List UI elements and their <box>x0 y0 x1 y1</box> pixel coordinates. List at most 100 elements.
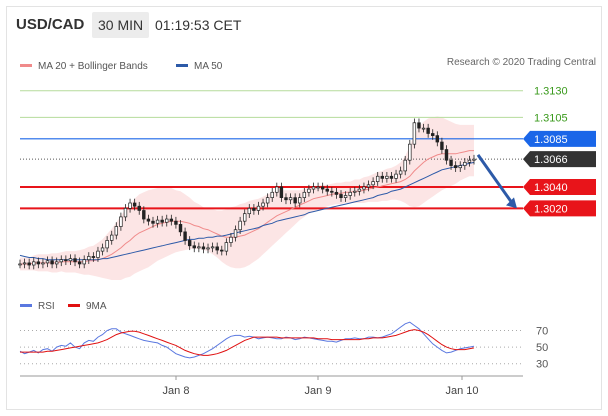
candle-body <box>64 259 68 262</box>
candle-body <box>229 236 233 243</box>
level-1-3085-tag-shape <box>523 130 596 147</box>
candle-body <box>320 186 325 190</box>
candle-body <box>238 220 242 231</box>
x-tick-label: Jan 9 <box>305 385 332 397</box>
candle-body <box>73 258 77 263</box>
candle-body <box>375 175 380 182</box>
level-1-3020-label: 1.3020 <box>534 203 568 215</box>
level-1-3105-label: 1.3105 <box>534 112 568 124</box>
candle-body <box>472 158 476 161</box>
legend-9ma: 9MA <box>68 300 107 314</box>
candle-body <box>389 175 394 179</box>
candle-body <box>444 149 449 161</box>
candle-body <box>334 191 339 195</box>
candle-body <box>449 159 453 166</box>
candle-body <box>119 216 123 227</box>
candle-body <box>408 143 412 161</box>
rsi-tick-70: 70 <box>536 325 548 337</box>
level-1-3040-tag-shape <box>523 178 596 195</box>
candle-body <box>142 210 146 220</box>
candle-body <box>210 246 215 249</box>
candle-body <box>68 258 73 262</box>
level-1-3020-tag-shape <box>523 200 596 217</box>
candle-body <box>316 186 320 189</box>
level-1-3040-label: 1.3040 <box>534 182 568 194</box>
candle-body <box>96 250 100 258</box>
level-1-3066-tag-shape <box>523 151 596 168</box>
candle-body <box>311 186 316 190</box>
candle-body <box>252 207 256 211</box>
candle-body <box>27 262 31 266</box>
candle-body <box>32 261 36 266</box>
legend-rsi: RSI <box>20 300 55 314</box>
candle-body <box>169 218 174 222</box>
candle-body <box>192 245 196 249</box>
candle-body <box>247 207 252 215</box>
candle-body <box>298 197 302 204</box>
candle-body <box>187 240 192 247</box>
rsi-tick-50: 50 <box>536 342 548 354</box>
candle-body <box>380 175 384 179</box>
candle-body <box>77 261 82 265</box>
candle-body <box>45 260 50 264</box>
candle-body <box>215 246 219 251</box>
research-credit: Research © 2020 Trading Central <box>446 57 596 68</box>
ma50-line <box>19 161 475 261</box>
timeframe-badge[interactable]: 30 MIN <box>92 12 150 38</box>
candle-body <box>114 226 119 236</box>
legend-ma20-label: MA 20 + Bollinger Bands <box>38 61 148 72</box>
ma9-swatch <box>68 303 80 307</box>
rsi-line <box>19 321 475 359</box>
legend-rsi-label: RSI <box>38 301 55 312</box>
candle-body <box>155 219 160 224</box>
candle-body <box>82 259 86 265</box>
bollinger-band <box>20 116 474 281</box>
candle-body <box>284 197 288 201</box>
candle-body <box>270 191 274 198</box>
rsi-ma9-line <box>20 329 475 356</box>
candle-body <box>435 135 440 143</box>
candle-body <box>59 259 63 263</box>
candle-body <box>357 188 362 192</box>
legend-ma50-label: MA 50 <box>194 61 223 72</box>
currency-pair-title: USD/CAD <box>16 16 85 33</box>
ma20-swatch <box>20 63 32 67</box>
candle-body <box>146 218 151 222</box>
candle-body <box>398 170 403 175</box>
ma50-swatch <box>176 63 188 67</box>
candle-body <box>206 247 210 250</box>
candle-body <box>440 141 444 150</box>
candle-body <box>353 190 357 193</box>
candle-body <box>41 262 45 265</box>
forecast-arrow-shaft <box>476 154 515 206</box>
candle-body <box>293 197 297 204</box>
candle-body <box>22 262 27 265</box>
candle-body <box>394 173 398 179</box>
level-1-3066-label: 1.3066 <box>534 154 568 166</box>
candle-body <box>224 242 229 252</box>
candle-body <box>100 247 105 252</box>
candle-body <box>426 127 430 134</box>
legend-ma20-bollinger: MA 20 + Bollinger Bands <box>20 60 148 74</box>
candle-body <box>233 229 238 238</box>
rsi-swatch <box>20 303 32 307</box>
x-tick-label: Jan 10 <box>445 385 478 397</box>
candle-body <box>174 220 178 225</box>
candle-body <box>256 205 261 211</box>
candle-body <box>362 186 366 190</box>
timestamp: 01:19:53 CET <box>155 17 242 33</box>
candle-body <box>467 159 472 163</box>
candle-body <box>54 261 59 265</box>
level-1-3085-tag: 1.3085 <box>523 130 596 147</box>
candle-body <box>458 165 462 169</box>
candle-body <box>431 133 435 136</box>
x-tick-label: Jan 8 <box>163 385 190 397</box>
level-1-3066-tag: 1.3066 <box>523 151 596 168</box>
candle-body <box>307 188 311 193</box>
candle-body <box>242 213 247 222</box>
candle-body <box>453 165 458 169</box>
rsi-tick-30: 30 <box>536 359 548 371</box>
level-1-3040-tag: 1.3040 <box>523 178 596 195</box>
candle-body <box>132 202 137 207</box>
